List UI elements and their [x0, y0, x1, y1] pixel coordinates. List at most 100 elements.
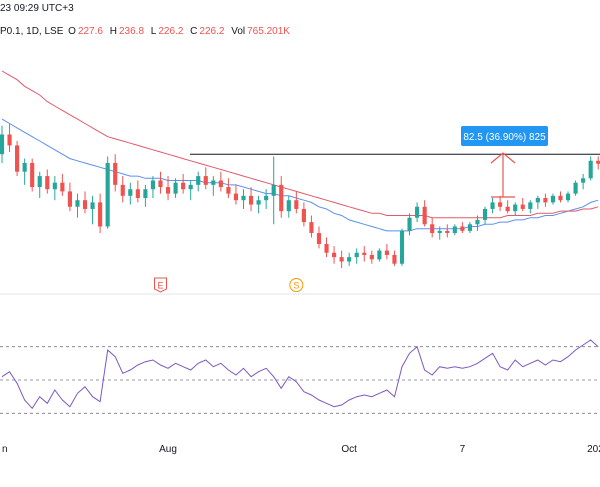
time-axis-tick-label: 2023	[587, 444, 600, 455]
candle-body	[241, 195, 246, 201]
candle-body	[45, 176, 50, 190]
measure-label-box	[461, 126, 548, 146]
symbol-info: P0.1, 1D, LSE	[0, 26, 64, 37]
candle-body	[264, 195, 269, 201]
rsi-pane	[0, 339, 600, 414]
candle-body	[113, 162, 118, 185]
candle-body	[498, 202, 503, 207]
candle-body	[520, 204, 525, 209]
candle-body	[482, 208, 488, 220]
rsi-line	[1, 339, 599, 410]
split-event-marker	[289, 278, 304, 292]
candle-body	[467, 224, 472, 231]
candle-body	[165, 187, 171, 194]
candle-body	[294, 200, 299, 209]
event-marker-label: S	[293, 281, 299, 291]
candle-body	[332, 252, 337, 258]
candle-body	[98, 202, 103, 227]
candle-body	[75, 200, 80, 207]
candle-body	[181, 182, 186, 190]
candle-body	[384, 250, 389, 255]
candle-body	[392, 254, 397, 264]
candle-body	[143, 189, 148, 198]
candle-body	[460, 226, 465, 231]
candle-body	[588, 160, 593, 179]
candle-body	[105, 162, 110, 227]
candle-body	[271, 184, 276, 196]
candle-body	[203, 176, 208, 185]
price-pane	[0, 70, 600, 269]
candle-body	[173, 182, 178, 194]
candle-body	[0, 134, 5, 155]
ohlc-volume: Vol 765.201K	[231, 26, 290, 37]
candle-body	[415, 206, 420, 218]
candle-body	[279, 184, 284, 212]
candle-body	[452, 226, 457, 234]
ohlc-close: C 226.2	[190, 26, 225, 37]
candle-body	[339, 257, 344, 262]
candle-body	[543, 198, 548, 203]
candle-body	[369, 254, 374, 260]
event-marker-label: E	[157, 281, 163, 291]
candle-body	[309, 222, 314, 234]
candle-body	[581, 178, 586, 183]
candle-body	[430, 224, 435, 234]
candle-body	[30, 162, 35, 188]
candle-body	[60, 182, 65, 192]
candle-body	[573, 182, 578, 194]
candle-body	[37, 176, 42, 188]
candle-body	[52, 182, 57, 190]
moving-average-line-1	[1, 118, 599, 232]
candle-body	[158, 180, 163, 188]
time-axis-tick-label: Aug	[159, 444, 177, 455]
ohlc-high: H 236.8	[109, 26, 145, 37]
candle-body	[22, 162, 27, 172]
candle-body	[188, 184, 193, 190]
candle-body	[399, 230, 405, 264]
earnings-event-marker	[153, 277, 167, 293]
candle-body	[475, 219, 480, 225]
candle-body	[596, 160, 600, 164]
time-axis-tick-label: 7	[460, 444, 466, 455]
candle-body	[362, 252, 367, 255]
ohlc-legend: P0.1, 1D, LSE O 227.6 H 236.8 L 226.2 C 226.…	[0, 26, 294, 37]
candle-body	[226, 187, 231, 194]
ohlc-low: L 226.2	[150, 26, 184, 37]
chart-timestamp: 23 09:29 UTC+3	[0, 3, 74, 14]
candle-body	[505, 206, 510, 212]
candle-body	[67, 191, 72, 207]
candle-body	[490, 202, 495, 209]
ohlc-open: O 227.6	[68, 26, 103, 37]
candle-body	[211, 180, 216, 185]
candle-body	[120, 184, 125, 196]
measure-arrow-head	[490, 152, 516, 164]
candle-body	[196, 176, 201, 185]
candle-body	[286, 200, 291, 212]
candle-body	[324, 244, 329, 253]
candle-body	[550, 195, 556, 203]
candle-body	[248, 195, 254, 205]
candle-body	[218, 180, 223, 188]
time-axis-tick-label: n	[2, 444, 8, 455]
measure-label: 82.5 (36.90%) 825	[463, 132, 546, 143]
candle-body	[513, 204, 518, 212]
candle-body	[565, 193, 571, 201]
candle-body	[128, 189, 133, 196]
candle-body	[528, 202, 533, 209]
time-axis-tick-label: Oct	[341, 444, 357, 455]
measure-tool[interactable]: 82.5 (36.90%) 825	[461, 126, 548, 198]
candle-body	[90, 202, 95, 209]
candle-body	[558, 195, 563, 201]
candle-body	[82, 200, 88, 209]
candle-body	[354, 252, 359, 258]
candle-body	[316, 233, 322, 244]
candle-body	[347, 257, 352, 262]
candle-body	[15, 145, 20, 172]
candle-body	[301, 208, 306, 223]
moving-average-line-2	[1, 70, 599, 219]
time-axis: n Aug Oct 7 2023	[2, 444, 600, 455]
candle-body	[7, 134, 12, 146]
candle-body	[445, 230, 450, 234]
